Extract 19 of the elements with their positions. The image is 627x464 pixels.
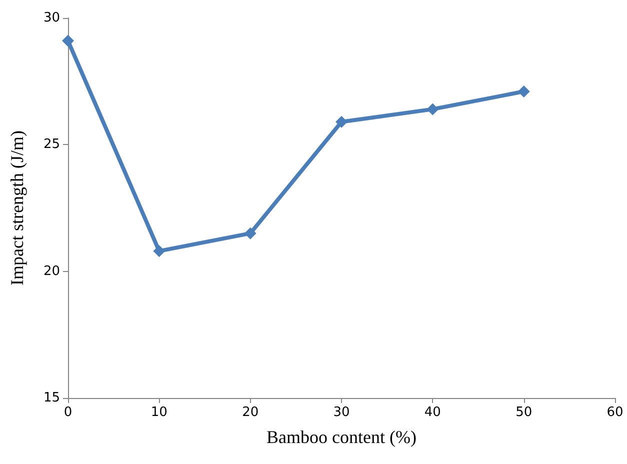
y-axis-title: Impact strength (J/m) (7, 130, 27, 286)
x-tick-label: 50 (516, 405, 532, 420)
point (62, 34, 74, 47)
y-tick-label: 25 (43, 137, 60, 152)
x-tick-label: 40 (424, 405, 441, 420)
point (244, 227, 256, 240)
y-tick-label: 20 (43, 264, 60, 279)
point (426, 103, 439, 116)
point (336, 116, 348, 128)
y-tick-label: 30 (43, 10, 60, 26)
x-axis-title: Bamboo content (%) (266, 427, 416, 447)
x-tick-label: 30 (333, 405, 350, 420)
x-tick-label: 0 (64, 405, 72, 420)
x-tick-label: 60 (606, 405, 624, 420)
point (153, 245, 166, 258)
x-tick-label: 10 (150, 405, 168, 420)
y-tick-label: 15 (43, 390, 60, 406)
x-tick-label: 20 (242, 405, 259, 420)
point (518, 85, 530, 98)
